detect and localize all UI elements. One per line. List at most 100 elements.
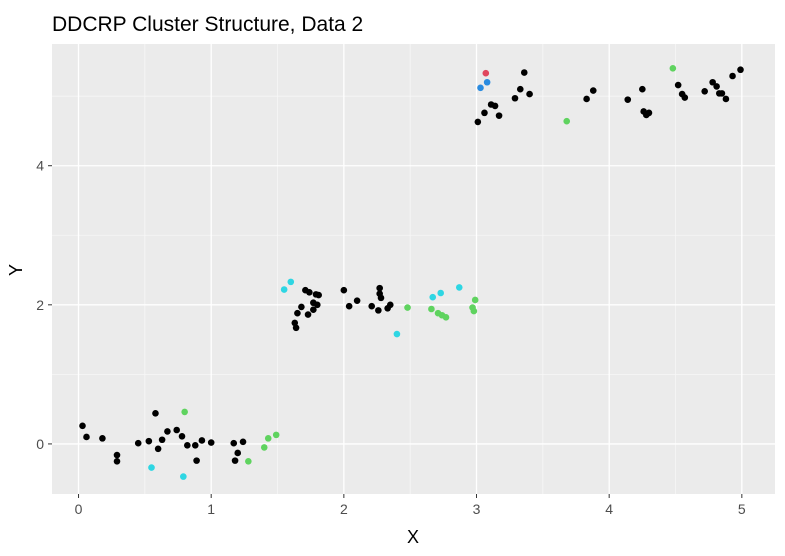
data-point-black — [239, 438, 247, 446]
data-point-black — [83, 433, 90, 441]
data-point-cyan — [148, 464, 155, 471]
data-point-cyan — [393, 330, 401, 338]
data-point-black — [304, 311, 312, 318]
x-tick-label: 0 — [75, 501, 83, 517]
data-point-black — [145, 437, 153, 445]
data-point-green — [669, 65, 677, 72]
data-point-black — [375, 307, 382, 314]
data-point-green — [181, 408, 188, 416]
data-point-black — [624, 96, 632, 103]
data-point-black — [184, 442, 191, 449]
data-point-blue — [477, 84, 484, 92]
data-point-black — [729, 72, 736, 80]
data-point-cyan — [287, 278, 295, 286]
data-point-black — [639, 85, 646, 93]
data-point-cyan — [437, 289, 444, 297]
data-point-black — [198, 437, 206, 444]
data-point-black — [583, 95, 590, 103]
x-tick-label: 2 — [340, 501, 348, 517]
data-point-black — [178, 432, 186, 440]
axis-ticks — [48, 165, 743, 498]
data-point-black — [230, 439, 238, 447]
data-point-green — [272, 431, 280, 439]
minor-gridlines — [52, 44, 775, 494]
data-point-black — [314, 301, 321, 309]
data-point-black — [113, 458, 121, 465]
data-point-black — [520, 69, 528, 76]
data-point-black — [113, 451, 121, 459]
data-point-black — [386, 301, 394, 309]
chart-title: DDCRP Cluster Structure, Data 2 — [52, 13, 363, 36]
data-point-black — [674, 81, 682, 89]
data-point-black — [158, 436, 166, 444]
tick-labels: 0 1 2 3 4 5 0 2 4 — [36, 158, 746, 517]
plot-panel — [52, 44, 775, 494]
data-point-black — [154, 445, 162, 453]
data-points — [79, 65, 744, 480]
data-point-black — [294, 309, 301, 317]
x-tick-label: 1 — [207, 501, 215, 517]
data-point-black — [526, 90, 533, 98]
data-point-black — [152, 410, 159, 417]
data-point-green — [428, 305, 435, 313]
data-point-black — [191, 442, 199, 449]
data-point-black — [310, 306, 317, 313]
data-point-black — [511, 94, 519, 102]
data-point-black — [340, 286, 348, 294]
data-point-black — [713, 83, 720, 90]
data-point-black — [516, 85, 524, 93]
data-point-black — [345, 302, 353, 310]
data-point-black — [722, 95, 730, 103]
data-point-black — [368, 302, 376, 310]
data-point-black — [474, 118, 482, 126]
data-point-black — [99, 435, 106, 442]
data-point-green — [470, 307, 478, 315]
data-point-green — [563, 117, 571, 125]
data-point-green — [245, 458, 252, 465]
data-point-black — [79, 422, 86, 430]
data-point-black — [193, 457, 200, 464]
data-point-black — [292, 324, 300, 332]
y-tick-label: 0 — [36, 436, 44, 452]
data-point-green — [442, 314, 450, 321]
data-point-black — [709, 78, 716, 86]
y-axis-title: Y — [6, 264, 26, 276]
data-point-green — [264, 435, 272, 442]
data-point-black — [701, 87, 708, 95]
data-point-black — [134, 439, 142, 447]
data-point-black — [681, 94, 689, 101]
data-point-black — [234, 449, 242, 457]
data-point-black — [298, 303, 305, 311]
data-point-black — [315, 291, 322, 299]
data-point-black — [376, 284, 383, 292]
x-axis-title: X — [407, 527, 419, 547]
data-point-cyan — [429, 293, 437, 301]
data-point-black — [173, 426, 181, 434]
data-point-black — [718, 90, 726, 97]
data-point-green — [260, 444, 268, 451]
data-point-black — [164, 428, 171, 435]
x-tick-label: 5 — [738, 501, 746, 517]
data-point-black — [377, 294, 385, 302]
data-point-cyan — [180, 473, 187, 480]
data-point-blue — [483, 78, 491, 86]
x-tick-label: 3 — [473, 501, 481, 517]
data-point-red — [482, 69, 490, 77]
x-tick-label: 4 — [605, 501, 613, 517]
data-point-black — [491, 102, 499, 110]
data-point-green — [471, 296, 479, 304]
data-point-black — [589, 87, 597, 94]
data-point-cyan — [455, 284, 463, 291]
data-point-black — [495, 112, 503, 119]
y-tick-label: 2 — [36, 297, 44, 313]
data-point-black — [481, 109, 488, 117]
data-point-black — [306, 288, 313, 296]
data-point-green — [404, 304, 411, 311]
data-point-black — [645, 109, 653, 117]
data-point-black — [737, 66, 744, 74]
y-tick-label: 4 — [36, 158, 44, 174]
data-point-cyan — [280, 286, 288, 293]
data-point-black — [353, 297, 361, 304]
data-point-black — [231, 457, 239, 464]
